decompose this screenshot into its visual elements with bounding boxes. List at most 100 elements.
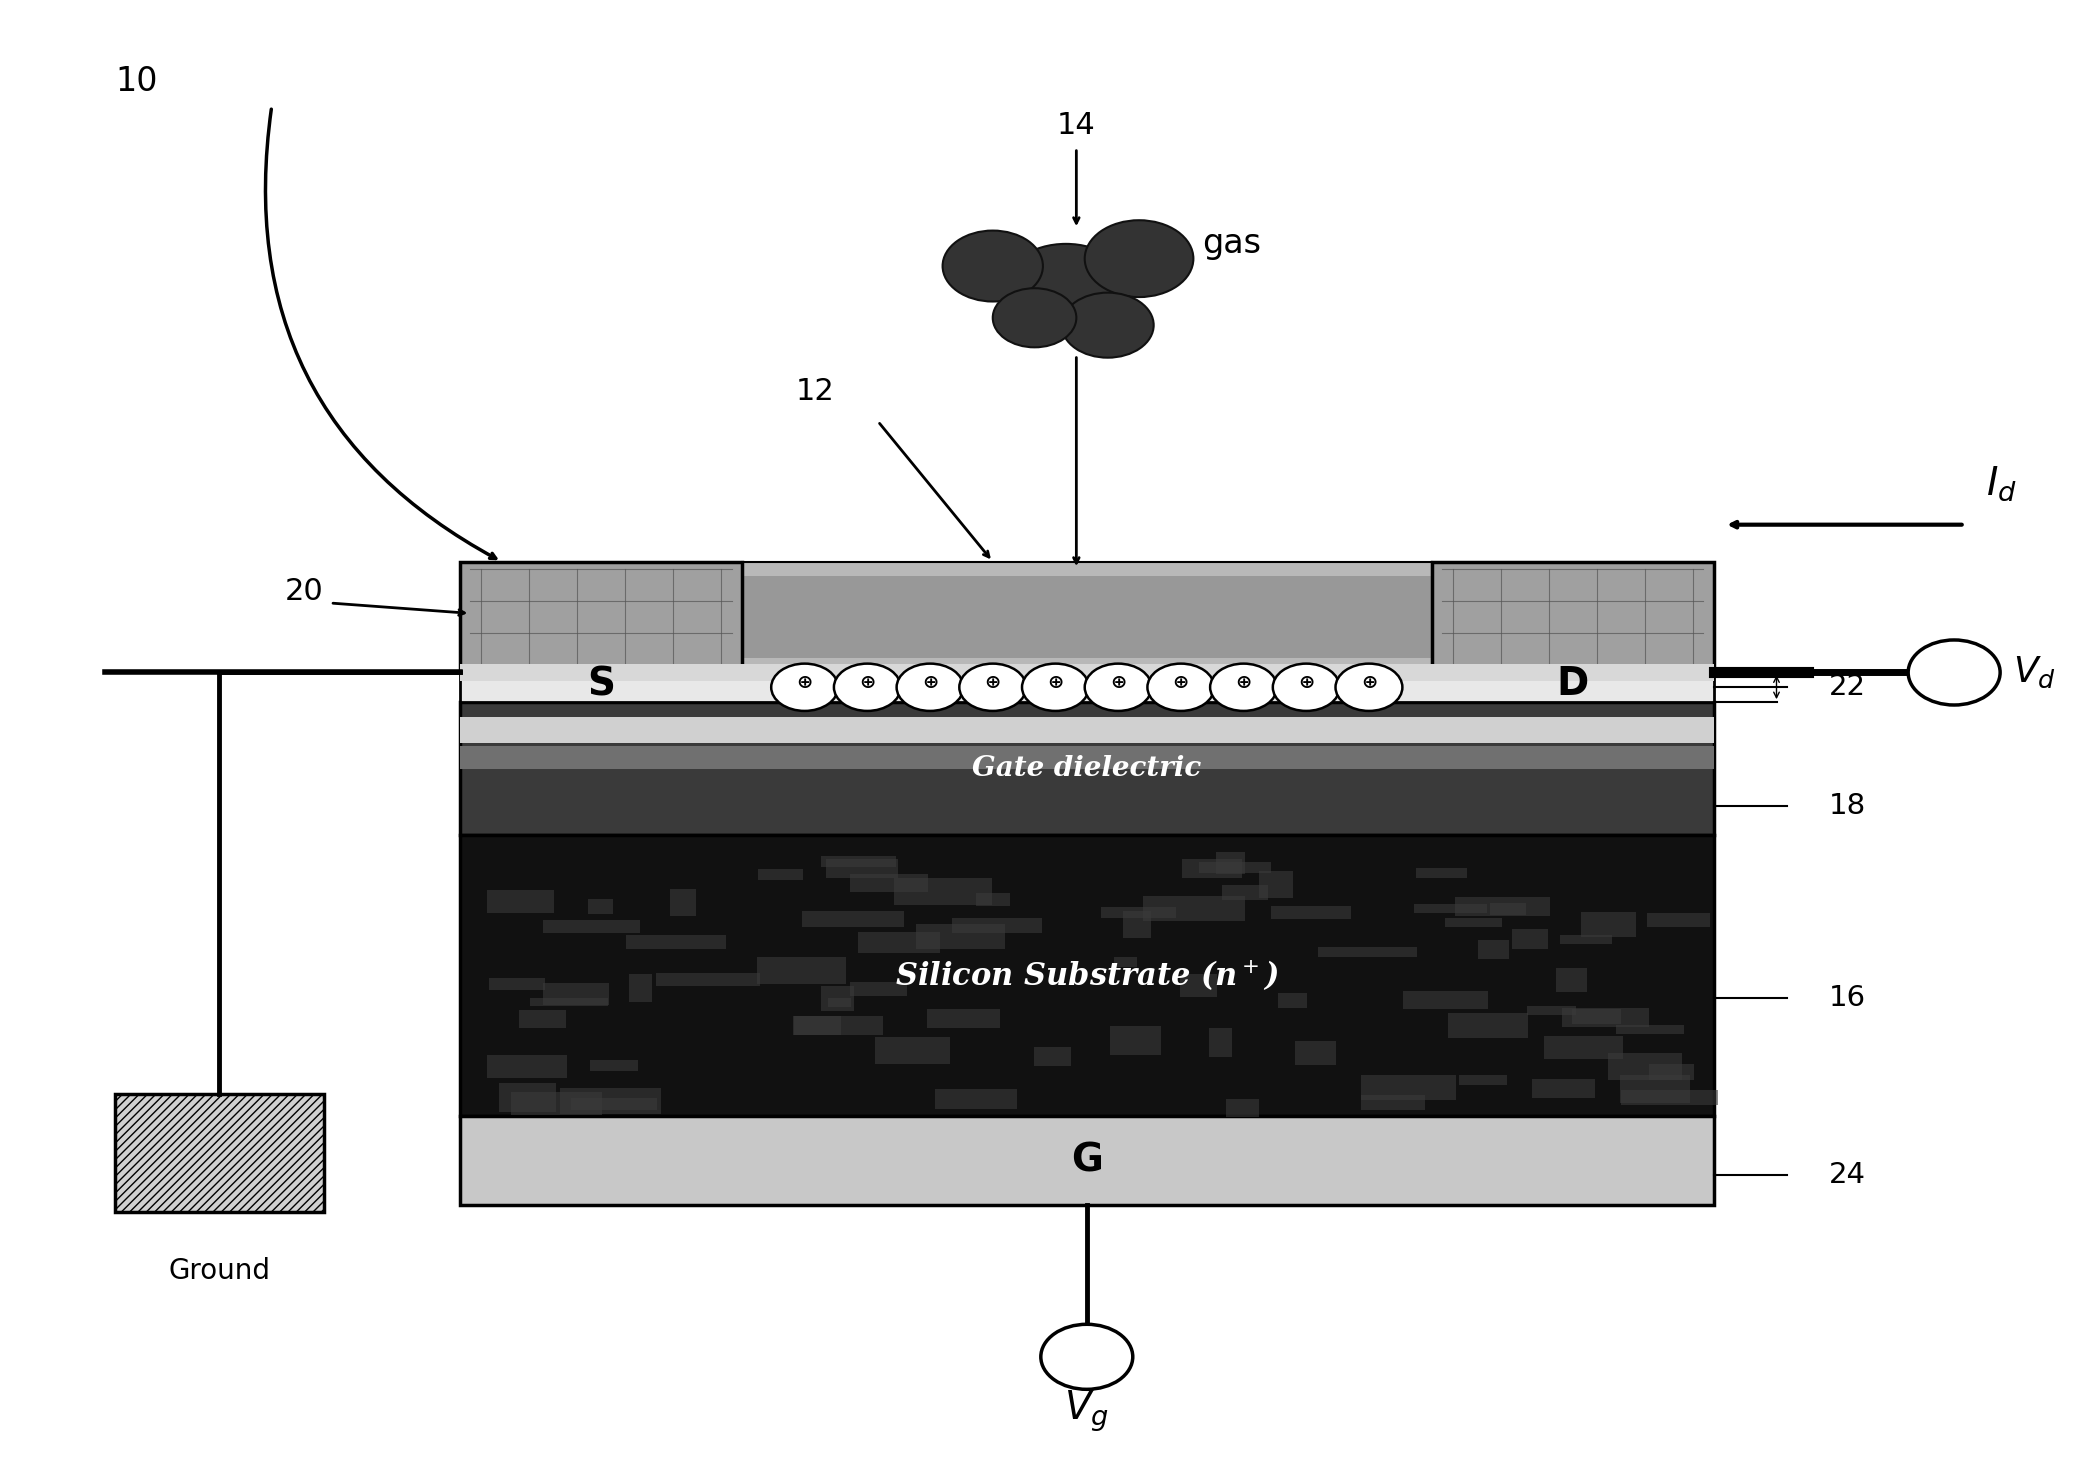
Bar (1478, 940, 1509, 959)
Bar (589, 1060, 637, 1072)
Bar (1432, 562, 1714, 672)
Text: 22: 22 (1829, 674, 1866, 701)
Bar (1532, 1079, 1595, 1098)
Bar (1649, 1064, 1695, 1080)
Circle shape (1908, 640, 2000, 705)
Text: ⊕: ⊕ (922, 674, 938, 692)
Circle shape (1210, 664, 1277, 711)
Bar (487, 1055, 566, 1079)
Bar (1647, 913, 1710, 927)
Bar (851, 875, 928, 891)
Text: 10: 10 (115, 65, 157, 98)
Text: ⊕: ⊕ (1172, 674, 1189, 692)
Text: ⊕: ⊕ (1235, 674, 1252, 692)
Bar (1181, 974, 1216, 998)
Text: 12: 12 (796, 377, 834, 406)
Text: G: G (1070, 1141, 1104, 1179)
Bar (460, 835, 1714, 1116)
Bar (460, 746, 1714, 769)
Bar (1227, 1098, 1258, 1117)
Bar (1513, 930, 1547, 949)
Bar (1361, 1095, 1425, 1110)
Bar (857, 931, 940, 953)
Bar (571, 1098, 656, 1110)
Text: $V_g$: $V_g$ (1064, 1389, 1110, 1434)
Bar (1143, 896, 1246, 921)
Circle shape (1062, 293, 1154, 358)
Text: Gate dielectric: Gate dielectric (972, 755, 1202, 782)
Bar (1607, 1052, 1682, 1079)
Text: D: D (1557, 665, 1588, 704)
Bar (460, 1116, 1714, 1205)
Bar (1271, 906, 1352, 919)
Bar (742, 562, 1432, 672)
Circle shape (1085, 664, 1152, 711)
Bar (1580, 912, 1636, 937)
Text: 24: 24 (1829, 1162, 1866, 1188)
Bar (1210, 1027, 1231, 1057)
Bar (794, 1015, 882, 1036)
Circle shape (897, 664, 963, 711)
Text: ⊕: ⊕ (859, 674, 876, 692)
Bar (115, 1094, 324, 1212)
Circle shape (1041, 1324, 1133, 1389)
Text: ⊕: ⊕ (796, 674, 813, 692)
Bar (1110, 1027, 1160, 1055)
Bar (512, 1092, 602, 1114)
Bar (926, 1008, 1001, 1029)
Circle shape (771, 664, 838, 711)
Bar (876, 1038, 951, 1064)
Bar (460, 562, 742, 672)
Bar (1490, 903, 1526, 915)
Bar (460, 664, 1714, 681)
Bar (1620, 1089, 1718, 1106)
Bar (543, 983, 610, 1005)
Bar (1620, 1075, 1691, 1103)
Bar (560, 1088, 660, 1113)
Bar (460, 702, 1714, 835)
Text: Silicon Substrate (n$^+$): Silicon Substrate (n$^+$) (895, 958, 1279, 993)
Text: ⊕: ⊕ (1110, 674, 1127, 692)
Circle shape (1147, 664, 1214, 711)
Bar (1459, 1075, 1507, 1085)
Bar (849, 981, 907, 996)
Bar (669, 890, 696, 916)
Bar (1528, 1007, 1576, 1015)
Text: ⊕: ⊕ (1298, 674, 1315, 692)
Text: gas: gas (1202, 228, 1260, 260)
Bar (500, 1083, 556, 1111)
Circle shape (1085, 220, 1193, 297)
Circle shape (943, 231, 1043, 302)
Bar (1455, 897, 1551, 916)
Bar (1122, 910, 1152, 939)
Bar (1216, 853, 1246, 875)
Circle shape (1003, 244, 1129, 333)
Circle shape (993, 288, 1076, 347)
Bar (627, 934, 725, 949)
Bar (1361, 1076, 1457, 1100)
Circle shape (1273, 664, 1340, 711)
Text: ⊕: ⊕ (1361, 674, 1377, 692)
Bar (460, 672, 1714, 702)
Bar (656, 973, 759, 986)
Bar (821, 986, 855, 1011)
Bar (487, 890, 554, 913)
Bar (828, 998, 851, 1007)
Bar (1101, 907, 1177, 918)
Bar (489, 978, 545, 990)
Bar (1448, 1012, 1528, 1038)
Bar (895, 878, 993, 905)
Bar (951, 918, 1043, 933)
Bar (1277, 993, 1306, 1008)
Bar (1444, 918, 1503, 927)
Bar (543, 919, 640, 933)
Text: ⊕: ⊕ (984, 674, 1001, 692)
Bar (629, 974, 652, 1002)
Text: 14: 14 (1058, 111, 1095, 140)
Bar (1223, 885, 1269, 900)
Circle shape (1022, 664, 1089, 711)
Bar (1415, 869, 1467, 878)
Bar (460, 717, 1714, 743)
Text: 18: 18 (1829, 792, 1866, 819)
Text: Ground: Ground (169, 1258, 270, 1284)
